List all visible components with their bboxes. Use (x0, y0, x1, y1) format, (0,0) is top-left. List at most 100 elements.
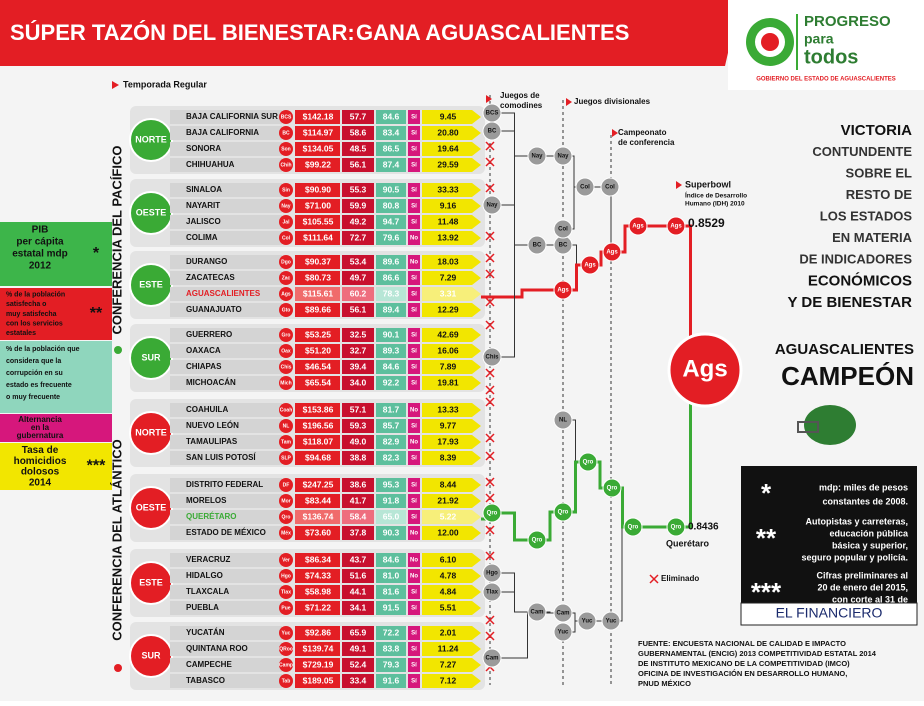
legend-text: % de la población que (6, 346, 80, 353)
homicide-cell (422, 158, 481, 172)
homicide-value: 12.29 (437, 304, 459, 314)
homicide-cell (422, 328, 481, 342)
state-cell (170, 526, 282, 540)
note-text: educación pública (829, 528, 909, 538)
headline: ECONÓMICOS (808, 271, 912, 289)
legend-text: 2012 (29, 261, 52, 272)
bracket-node-label: Qro (607, 486, 618, 492)
satisfaction-cell (342, 215, 374, 229)
state-name: NAYARIT (186, 201, 220, 210)
eliminated-mark (485, 269, 495, 279)
homicide-cell (422, 419, 481, 433)
homicide-cell (422, 642, 481, 656)
bracket-node (623, 517, 643, 537)
alternation-cell (408, 478, 420, 492)
corruption-cell (376, 344, 406, 358)
pib-value: $71.00 (305, 200, 331, 210)
section-label: Temporada Regular (123, 79, 207, 89)
legend-text: gubernatura (17, 431, 64, 440)
division-label: SUR (141, 650, 161, 660)
homicide-value: 20.80 (437, 127, 459, 137)
satisfaction-cell (342, 674, 374, 688)
conference-label: CONFERENCIA DEL ATLÁNTICO (109, 439, 124, 641)
pib-cell (295, 142, 340, 156)
pib-value: $73.60 (305, 527, 331, 537)
corruption-value: 91.5 (383, 602, 400, 612)
alternation-cell (408, 553, 420, 567)
legend-mark: ** (90, 305, 103, 322)
corruption-value: 90.5 (383, 184, 400, 194)
corruption-value: 72.2 (383, 627, 400, 637)
abbr-badge (279, 344, 293, 358)
corruption-value: 65.0 (383, 511, 400, 521)
pib-cell (295, 510, 340, 524)
state-name: TLAXCALA (186, 587, 229, 596)
bracket-node (602, 478, 622, 498)
headline: LOS ESTADOS (820, 208, 913, 223)
state-abbr: Nay (281, 203, 290, 209)
state-name: COAHUILA (186, 405, 228, 414)
satisfaction-cell (342, 376, 374, 390)
state-name: TABASCO (186, 676, 225, 685)
homicide-cell (422, 658, 481, 672)
alternation-value: Sí (411, 365, 417, 371)
satisfaction-value: 49.1 (350, 643, 367, 653)
pib-value: $114.97 (303, 127, 334, 137)
state-abbr: Camp (279, 662, 293, 668)
source-text: DE INSTITUTO MEXICANO DE LA COMPETITIVID… (638, 659, 850, 668)
satisfaction-cell (342, 231, 374, 245)
alternation-cell (408, 403, 420, 417)
logo-caption: GOBIERNO DEL ESTADO DE AGUASCALIENTES (756, 77, 896, 83)
state-abbr: NL (283, 423, 290, 429)
state-abbr: BC (282, 130, 290, 136)
alternation-value: Sí (411, 381, 417, 387)
pib-value: $139.74 (303, 643, 334, 653)
corruption-value: 89.4 (383, 304, 400, 314)
corruption-value: 81.0 (383, 570, 400, 580)
corruption-value: 86.5 (383, 143, 400, 153)
state-cell (170, 126, 282, 140)
corruption-value: 90.1 (383, 329, 400, 339)
eliminated-mark (485, 615, 495, 625)
bracket-node-label: Cam (530, 610, 543, 616)
pib-cell (295, 360, 340, 374)
marker (676, 181, 682, 189)
state-cell (170, 344, 282, 358)
eliminated-mark (485, 631, 495, 641)
homicide-cell (422, 110, 481, 124)
abbr-badge (279, 601, 293, 615)
alternation-cell (408, 674, 420, 688)
homicide-value: 12.00 (437, 527, 459, 537)
logo-text: para (804, 31, 834, 47)
note-mark: *** (751, 577, 782, 607)
pib-cell (295, 126, 340, 140)
bracket-line (481, 288, 563, 299)
pib-value: $92.86 (305, 627, 331, 637)
abbr-badge (279, 158, 293, 172)
bracket-node (482, 195, 502, 215)
pib-value: $80.73 (305, 272, 331, 282)
state-abbr: Ags (281, 291, 291, 297)
alternation-value: Sí (411, 631, 417, 637)
state-abbr: BCS (281, 114, 292, 120)
satisfaction-value: 57.7 (350, 111, 367, 121)
champion-text: AGUASCALIENTES (775, 341, 914, 358)
corruption-value: 80.8 (383, 200, 400, 210)
eliminated-mark (485, 141, 495, 151)
state-cell (170, 601, 282, 615)
corruption-value: 79.3 (383, 659, 400, 669)
homicide-cell (422, 553, 481, 567)
bracket-node-label: BC (488, 129, 497, 135)
state-abbr: SLP (281, 455, 291, 461)
alternation-value: Sí (411, 679, 417, 685)
state-cell (170, 642, 282, 656)
alternation-cell (408, 126, 420, 140)
satisfaction-value: 59.3 (350, 420, 367, 430)
satisfaction-value: 58.4 (350, 511, 367, 521)
bullet (114, 346, 122, 354)
state-name: CHIAPAS (186, 362, 222, 371)
corruption-cell (376, 585, 406, 599)
abbr-badge (279, 494, 293, 508)
bracket-node-label: Cam (556, 611, 569, 617)
corruption-cell (376, 478, 406, 492)
